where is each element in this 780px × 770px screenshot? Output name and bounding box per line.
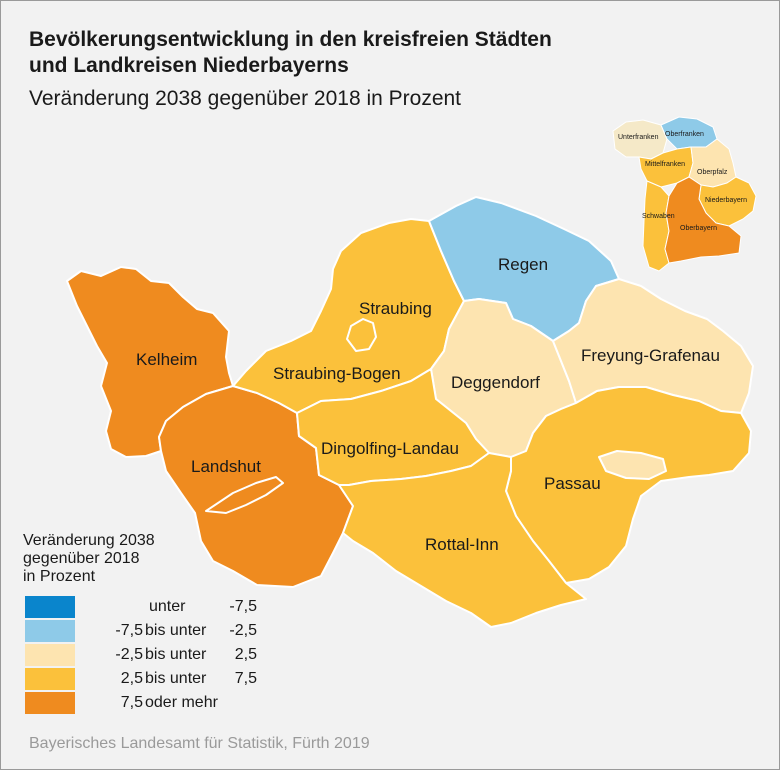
legend-label-2-mid: bis unter bbox=[145, 622, 207, 639]
legend-swatch-1 bbox=[25, 596, 75, 618]
label-straubing-bogen: Straubing-Bogen bbox=[273, 364, 401, 383]
label-straubing: Straubing bbox=[359, 299, 432, 318]
label-passau: Passau bbox=[544, 474, 601, 493]
map-title-line-1: Bevölkerungsentwicklung in den kreisfrei… bbox=[29, 28, 552, 51]
region-passau-city bbox=[598, 450, 667, 480]
label-landshut: Landshut bbox=[191, 457, 261, 476]
legend-label-3-hi: 2,5 bbox=[234, 646, 257, 663]
legend-label-2-hi: -2,5 bbox=[229, 622, 257, 639]
region-landshut-city bbox=[205, 476, 284, 514]
legend-title: Veränderung 2038 gegenüber 2018 in Proze… bbox=[23, 532, 155, 586]
legend-swatch-3 bbox=[25, 644, 75, 666]
legend-title-line-1: Veränderung 2038 bbox=[23, 532, 155, 549]
source-credit: Bayerisches Landesamt für Statistik, Für… bbox=[29, 735, 370, 752]
inset-label-mittelfranken: Mittelfranken bbox=[645, 161, 685, 168]
region-rottal-inn bbox=[338, 452, 587, 628]
label-freyung-grafenau: Freyung-Grafenau bbox=[581, 346, 720, 365]
legend-title-line-3: in Prozent bbox=[23, 568, 96, 585]
map-subtitle: Veränderung 2038 gegenüber 2018 in Proze… bbox=[29, 87, 462, 110]
legend-label-1-lo: unter bbox=[149, 598, 186, 615]
region-straubing-city bbox=[346, 318, 377, 352]
label-kelheim: Kelheim bbox=[136, 350, 197, 369]
legend-label-3-lo: -2,5 bbox=[115, 646, 143, 663]
map-title-line-2: und Landkreisen Niederbayerns bbox=[29, 54, 349, 77]
inset-label-oberfranken: Oberfranken bbox=[665, 131, 704, 138]
legend-label-5-lo: 7,5 bbox=[120, 694, 143, 711]
legend-label-3-mid: bis unter bbox=[145, 646, 207, 663]
legend-label-1: unter -7,5 bbox=[85, 597, 261, 617]
inset-label-unterfranken: Unterfranken bbox=[618, 134, 659, 141]
label-rottal-inn: Rottal-Inn bbox=[425, 535, 499, 554]
legend-label-1-hi: -7,5 bbox=[229, 598, 257, 615]
legend-label-2-lo: -7,5 bbox=[115, 622, 143, 639]
inset-region-oberbayern bbox=[664, 176, 742, 264]
legend-label-4-lo: 2,5 bbox=[120, 670, 143, 687]
legend-label-2: -7,5 bis unter -2,5 bbox=[85, 621, 261, 641]
legend-label-4: 2,5 bis unter 7,5 bbox=[85, 669, 261, 689]
label-deggendorf: Deggendorf bbox=[451, 373, 540, 392]
legend-swatch-4 bbox=[25, 668, 75, 690]
legend-label-5-mid: oder mehr bbox=[145, 694, 218, 711]
inset-region-schwaben bbox=[642, 180, 670, 272]
legend-label-3: -2,5 bis unter 2,5 bbox=[85, 645, 261, 665]
label-regen: Regen bbox=[498, 255, 548, 274]
inset-map-bavaria: Unterfranken Oberfranken Mittelfranken O… bbox=[612, 116, 757, 272]
inset-label-oberbayern: Oberbayern bbox=[680, 225, 717, 232]
inset-label-niederbayern: Niederbayern bbox=[705, 197, 747, 204]
legend-title-line-2: gegenüber 2018 bbox=[23, 550, 140, 567]
legend-label-5: 7,5 oder mehr bbox=[85, 693, 261, 713]
inset-label-schwaben: Schwaben bbox=[642, 213, 675, 220]
legend-label-4-mid: bis unter bbox=[145, 670, 207, 687]
legend-swatch-5 bbox=[25, 692, 75, 714]
inset-label-oberpfalz: Oberpfalz bbox=[697, 169, 728, 176]
legend-swatch-2 bbox=[25, 620, 75, 642]
legend-label-4-hi: 7,5 bbox=[234, 670, 257, 687]
label-dingolfing-landau: Dingolfing-Landau bbox=[321, 439, 459, 458]
